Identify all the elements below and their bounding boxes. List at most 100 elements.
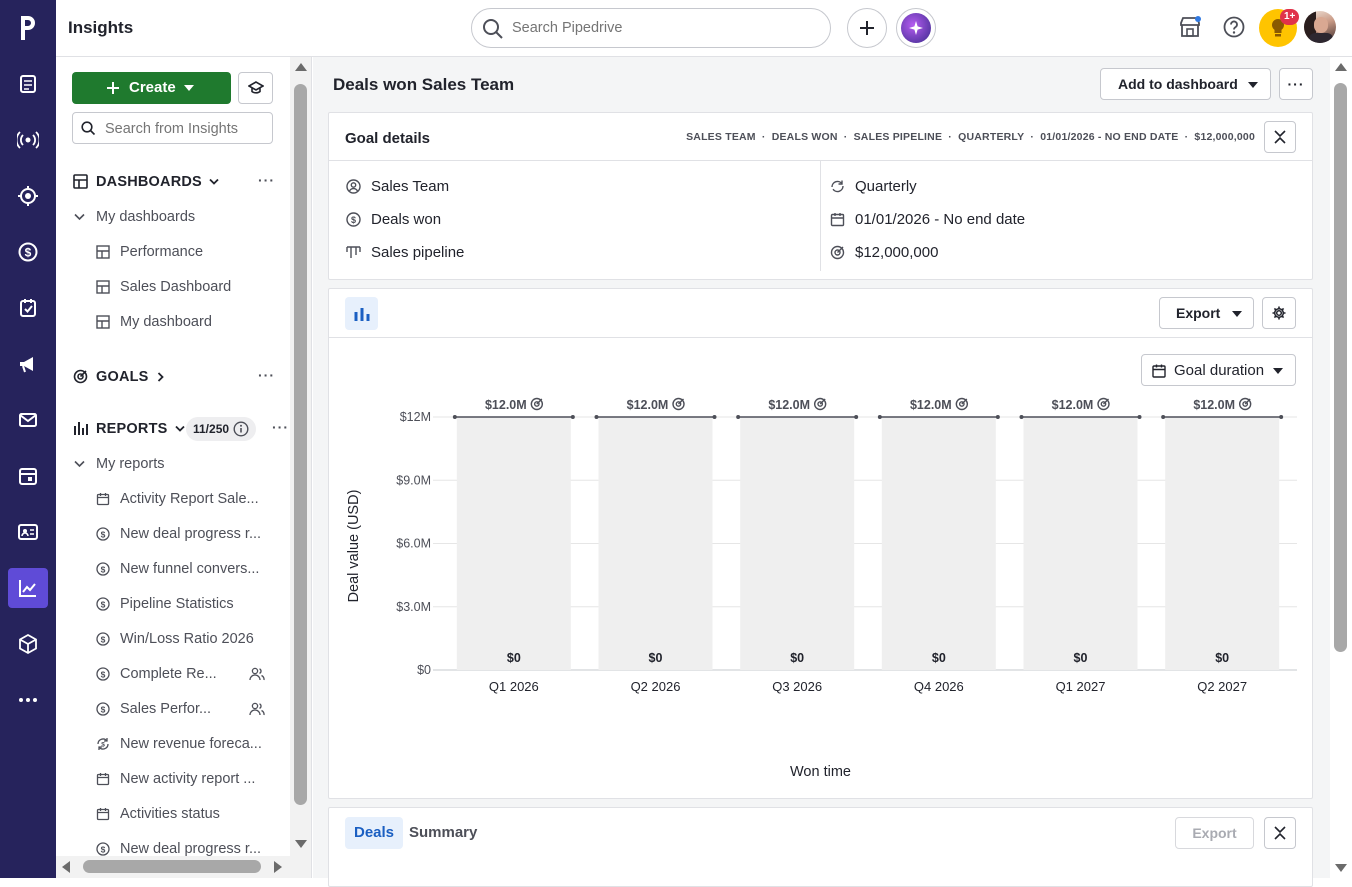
goal-label: $12.0M xyxy=(1052,398,1094,412)
x-tick-label: Q2 2027 xyxy=(1197,679,1247,694)
report-item[interactable]: $ Pipeline Statistics xyxy=(56,587,290,621)
x-axis-label: Won time xyxy=(790,764,851,780)
more-actions-button[interactable]: ··· xyxy=(1279,68,1313,100)
tab-deals[interactable]: Deals xyxy=(345,817,404,849)
activities-icon[interactable] xyxy=(8,288,48,328)
mail-icon[interactable] xyxy=(8,400,48,440)
help-icon[interactable] xyxy=(1222,15,1246,39)
create-button[interactable]: Create xyxy=(72,72,231,104)
dashboard-item-label: My dashboard xyxy=(120,314,212,330)
value-label: $0 xyxy=(507,651,521,665)
insights-search[interactable] xyxy=(72,112,273,144)
deals-table-card: Deals Summary Export xyxy=(328,807,1313,887)
sidebar-scroll-thumb[interactable] xyxy=(294,84,307,805)
dashboard-item[interactable]: Performance xyxy=(56,235,290,269)
dashboard-item[interactable]: My dashboard xyxy=(56,305,290,339)
goal-interval: Quarterly xyxy=(830,178,917,195)
my-reports-folder[interactable]: My reports xyxy=(56,447,290,481)
dashboards-more-icon[interactable]: ··· xyxy=(258,172,275,188)
goals-section-toggle[interactable]: GOALS xyxy=(96,369,165,385)
scroll-right-icon[interactable] xyxy=(273,860,283,874)
calendar-icon[interactable] xyxy=(8,456,48,496)
goal-label: $12.0M xyxy=(910,398,952,412)
report-item[interactable]: New activity report ... xyxy=(56,762,290,796)
quick-add-button[interactable] xyxy=(847,8,887,48)
reports-section-toggle[interactable]: REPORTS xyxy=(96,421,185,437)
target-icon[interactable] xyxy=(8,176,48,216)
goal-label: $12.0M xyxy=(485,398,527,412)
export-button[interactable]: Export xyxy=(1159,297,1254,329)
goal-type: $ Deals won xyxy=(346,211,441,228)
sidebar-scrollbar[interactable] xyxy=(290,57,312,878)
report-item[interactable]: $ New deal progress r... xyxy=(56,832,290,866)
collapse-table-button[interactable] xyxy=(1264,817,1296,849)
contacts-icon[interactable] xyxy=(8,512,48,552)
ai-assistant-button[interactable] xyxy=(896,8,936,48)
global-search-input[interactable] xyxy=(512,17,812,39)
goal-label: $12.0M xyxy=(627,398,669,412)
pipedrive-logo[interactable] xyxy=(17,13,39,43)
goal-label: $12.0M xyxy=(1193,398,1235,412)
scroll-up-icon[interactable] xyxy=(1334,62,1348,72)
report-item[interactable]: $ Sales Perfor... xyxy=(56,692,290,726)
goal-details-heading: Goal details xyxy=(345,130,431,147)
report-item[interactable]: Activities status xyxy=(56,797,290,831)
broadcast-icon[interactable] xyxy=(8,120,48,160)
y-tick-label: $12M xyxy=(400,410,431,424)
more-icon[interactable] xyxy=(8,680,48,720)
goal-line-start xyxy=(1019,415,1024,419)
scroll-up-icon[interactable] xyxy=(294,62,308,72)
goal-meta-item: DEALS WON xyxy=(771,131,838,143)
dashboards-section-toggle[interactable]: DASHBOARDS xyxy=(96,174,219,190)
reports-more-icon[interactable]: ··· xyxy=(272,419,289,435)
tips-button[interactable] xyxy=(1259,9,1297,47)
leads-icon[interactable] xyxy=(8,64,48,104)
main-scroll-thumb[interactable] xyxy=(1334,83,1347,652)
goal-duration-value: 01/01/2026 - No end date xyxy=(855,211,1026,228)
chevron-down-icon xyxy=(1248,82,1258,88)
goal-duration-dropdown[interactable]: Goal duration xyxy=(1141,354,1296,386)
dashboard-item[interactable]: Sales Dashboard xyxy=(56,270,290,304)
chart-settings-button[interactable] xyxy=(1262,297,1296,329)
info-icon[interactable] xyxy=(233,421,249,437)
sidebar-hscroll-thumb[interactable] xyxy=(83,860,261,873)
bar-chart-icon xyxy=(354,307,369,321)
report-item[interactable]: $ Win/Loss Ratio 2026 xyxy=(56,622,290,656)
report-item[interactable]: $ New revenue foreca... xyxy=(56,727,290,761)
marketplace-icon[interactable] xyxy=(1178,15,1202,39)
deals-icon[interactable]: $ xyxy=(8,232,48,272)
main-scrollbar[interactable] xyxy=(1330,57,1352,878)
add-to-dashboard-button[interactable]: Add to dashboard xyxy=(1100,68,1271,100)
bar-chart-view-button[interactable] xyxy=(345,297,378,330)
learn-button[interactable] xyxy=(238,72,273,104)
goals-more-icon[interactable]: ··· xyxy=(258,367,275,383)
scroll-left-icon[interactable] xyxy=(61,860,71,874)
goal-duration-dropdown-label: Goal duration xyxy=(1174,362,1265,379)
report-item-label: New revenue foreca... xyxy=(120,736,262,752)
goal-duration: 01/01/2026 - No end date xyxy=(830,211,1025,228)
avatar[interactable] xyxy=(1304,11,1336,43)
tab-summary[interactable]: Summary xyxy=(409,824,478,841)
insights-search-input[interactable] xyxy=(105,119,265,139)
sidebar-horizontal-scrollbar[interactable] xyxy=(56,856,290,878)
products-icon[interactable] xyxy=(8,624,48,664)
report-item[interactable]: $ New deal progress r... xyxy=(56,517,290,551)
dashboards-header: DASHBOARDS xyxy=(96,174,202,190)
report-item[interactable]: $ Complete Re... xyxy=(56,657,290,691)
scroll-down-icon[interactable] xyxy=(294,839,308,849)
scroll-down-icon[interactable] xyxy=(1334,863,1348,873)
collapse-goal-details-button[interactable] xyxy=(1264,121,1296,153)
insights-icon[interactable] xyxy=(8,568,48,608)
table-export-button[interactable]: Export xyxy=(1175,817,1254,849)
goal-meta-item: SALES PIPELINE xyxy=(853,131,943,143)
goal-icon xyxy=(830,245,845,260)
report-item[interactable]: $ New funnel convers... xyxy=(56,552,290,586)
dashboard-item-label: Performance xyxy=(120,244,204,260)
global-search[interactable] xyxy=(471,8,831,48)
value-label: $0 xyxy=(790,651,804,665)
dashboard-icon xyxy=(96,280,110,294)
campaigns-icon[interactable] xyxy=(8,344,48,384)
my-dashboards-folder[interactable]: My dashboards xyxy=(56,200,290,234)
goal-meta-item: SALES TEAM xyxy=(686,131,756,143)
report-item[interactable]: Activity Report Sale... xyxy=(56,482,290,516)
